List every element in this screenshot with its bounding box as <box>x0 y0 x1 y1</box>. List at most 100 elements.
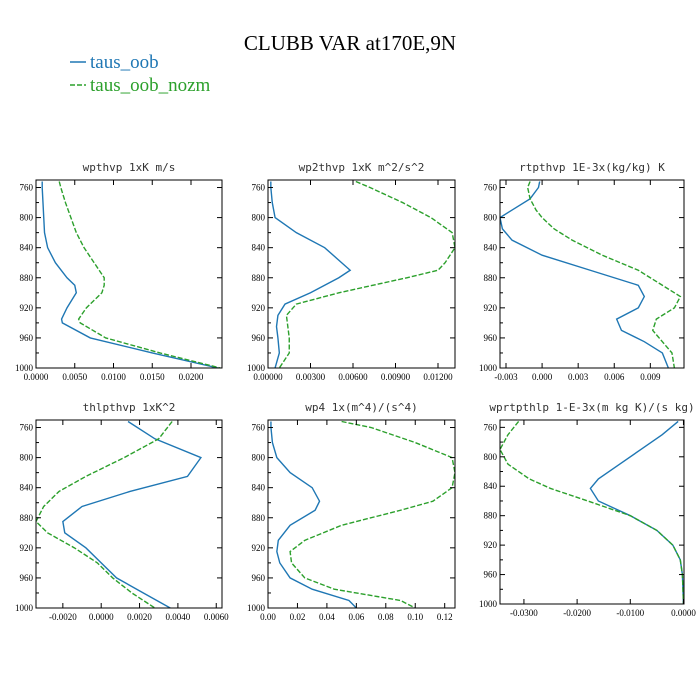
panels-group: wpthvp 1xK m/s76080084088092096010000.00… <box>15 161 696 622</box>
y-tick-label: 880 <box>252 273 266 283</box>
legend-label-series2: taus_oob_nozm <box>90 75 211 96</box>
y-tick-label: 840 <box>252 483 266 493</box>
plot-frame <box>499 419 685 605</box>
y-tick-label: 880 <box>20 273 34 283</box>
y-tick-label: 760 <box>484 422 498 432</box>
series-line-1 <box>270 181 352 368</box>
y-tick-label: 840 <box>484 481 498 491</box>
panel-title: wprtpthlp 1-E-3x(m kg K)/(s kg) <box>489 401 694 414</box>
x-tick-label: 0.00900 <box>381 372 411 382</box>
x-tick-label: 0.12 <box>437 612 453 622</box>
y-tick-label: 1000 <box>15 363 34 373</box>
y-tick-label: 840 <box>20 243 34 253</box>
y-tick-label: 920 <box>252 543 266 553</box>
series-line-2 <box>500 421 684 604</box>
y-tick-label: 760 <box>484 183 498 193</box>
series-line-2 <box>526 181 682 368</box>
y-tick-label: 800 <box>484 213 498 223</box>
plot-frame <box>35 179 223 369</box>
series-line-1 <box>500 181 670 368</box>
y-tick-label: 960 <box>252 573 266 583</box>
series-line-2 <box>36 421 173 608</box>
x-tick-label: -0.0020 <box>49 612 77 622</box>
panel-title: wp4 1x(m^4)/(s^4) <box>305 401 418 414</box>
y-tick-label: 840 <box>20 483 34 493</box>
x-tick-label: 0.0000 <box>89 612 114 622</box>
x-tick-label: 0.0050 <box>62 372 87 382</box>
series-line-1 <box>41 181 219 368</box>
x-tick-label: -0.003 <box>494 372 518 382</box>
y-tick-label: 960 <box>484 570 498 580</box>
y-tick-label: 1000 <box>479 363 498 373</box>
y-tick-label: 1000 <box>247 603 266 613</box>
x-tick-label: 0.009 <box>640 372 661 382</box>
figure-title: CLUBB VAR at170E,9N <box>244 31 456 55</box>
panel-6: wprtpthlp 1-E-3x(m kg K)/(s kg) 760 800 840… <box>479 401 696 618</box>
y-tick-label: 960 <box>484 333 498 343</box>
x-tick-label: 0.0040 <box>166 612 191 622</box>
panel-4: thlpthvp 1xK^2 760 800 840 880 920 960 1000 -0.0… <box>15 401 229 622</box>
x-tick-label: 0.08 <box>378 612 394 622</box>
y-tick-label: 1000 <box>247 363 266 373</box>
x-tick-label: 0.006 <box>604 372 625 382</box>
y-tick-label: 920 <box>484 303 498 313</box>
x-tick-label: -0.0300 <box>510 608 538 618</box>
legend-label-series1: taus_oob <box>90 52 159 73</box>
legend: taus_oob taus_oob_nozm <box>70 52 211 96</box>
x-tick-label: 0.06 <box>348 612 364 622</box>
y-tick-label: 920 <box>252 303 266 313</box>
plot-frame <box>267 179 456 369</box>
x-tick-label: 0.0100 <box>101 372 126 382</box>
y-tick-label: 960 <box>20 573 34 583</box>
x-tick-label: 0.00300 <box>296 372 326 382</box>
x-tick-label: 0.000 <box>532 372 553 382</box>
panel-title: wpthvp 1xK m/s <box>83 161 176 174</box>
x-tick-label: 0.10 <box>407 612 423 622</box>
y-tick-label: 760 <box>20 183 34 193</box>
x-tick-label: 0.02 <box>290 612 306 622</box>
plot-frame <box>499 179 685 369</box>
y-tick-label: 800 <box>252 453 266 463</box>
series-line-1 <box>62 420 202 608</box>
panel-3: rtpthvp 1E-3x(kg/kg) K 760 800 840 880 920 960… <box>479 161 685 382</box>
y-tick-label: 840 <box>252 243 266 253</box>
y-tick-label: 880 <box>20 513 34 523</box>
x-tick-label: -0.0100 <box>616 608 644 618</box>
y-tick-label: 760 <box>252 183 266 193</box>
x-tick-label: 0.0000 <box>24 372 49 382</box>
x-tick-label: 0.0150 <box>140 372 165 382</box>
series-line-2 <box>278 180 455 368</box>
y-tick-label: 880 <box>484 273 498 283</box>
x-tick-label: 0.00000 <box>253 372 283 382</box>
panel-title: wp2thvp 1xK m^2/s^2 <box>299 161 425 174</box>
x-tick-label: 0.00600 <box>338 372 368 382</box>
x-tick-label: 0.01200 <box>423 372 453 382</box>
x-tick-label: -0.0200 <box>563 608 591 618</box>
panel-5: wp4 1x(m^4)/(s^4)76080084088092096010000… <box>247 401 456 622</box>
y-tick-label: 760 <box>20 423 34 433</box>
y-tick-label: 920 <box>20 303 34 313</box>
series-line-2 <box>289 420 455 608</box>
x-tick-label: 0.0000 <box>671 608 696 618</box>
x-tick-label: 0.0200 <box>179 372 204 382</box>
x-tick-label: 0.003 <box>568 372 589 382</box>
y-tick-label: 960 <box>20 333 34 343</box>
y-tick-label: 960 <box>252 333 266 343</box>
y-tick-label: 800 <box>484 452 498 462</box>
y-tick-label: 920 <box>20 543 34 553</box>
x-tick-label: 0.0020 <box>127 612 152 622</box>
series-line-1 <box>270 421 357 608</box>
y-tick-label: 760 <box>252 423 266 433</box>
x-tick-label: 0.04 <box>319 612 335 622</box>
plot-frame <box>267 419 456 609</box>
y-tick-label: 800 <box>20 453 34 463</box>
y-tick-label: 920 <box>484 540 498 550</box>
y-tick-label: 1000 <box>15 603 34 613</box>
y-tick-label: 880 <box>484 511 498 521</box>
y-tick-label: 840 <box>484 243 498 253</box>
x-tick-label: 0.0060 <box>204 612 229 622</box>
y-tick-label: 800 <box>20 213 34 223</box>
plot-frame <box>35 419 223 609</box>
y-tick-label: 1000 <box>479 599 498 609</box>
y-tick-label: 800 <box>252 213 266 223</box>
